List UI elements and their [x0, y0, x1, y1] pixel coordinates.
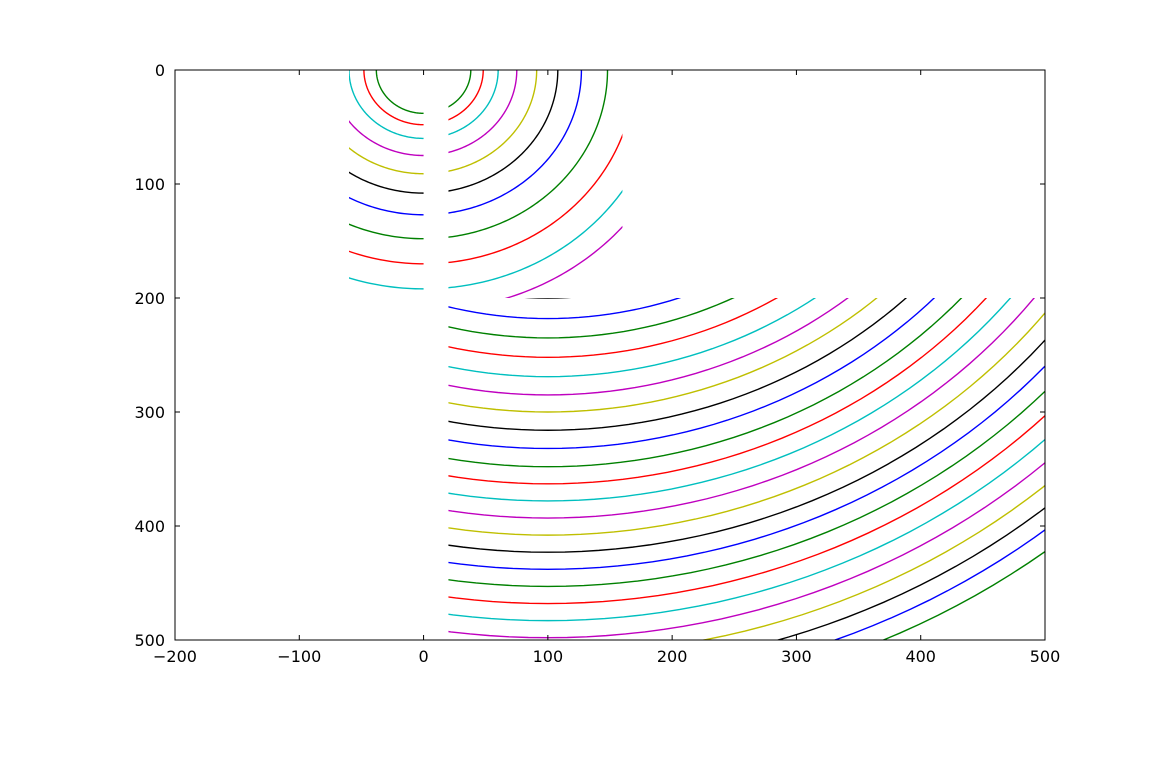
- x-tick-label: 400: [905, 647, 936, 666]
- x-tick-label: 300: [781, 647, 812, 666]
- x-tick-label: 0: [418, 647, 428, 666]
- y-tick-label: 400: [134, 517, 165, 536]
- y-tick-label: 500: [134, 631, 165, 650]
- y-tick-label: 300: [134, 403, 165, 422]
- x-tick-label: 500: [1030, 647, 1061, 666]
- chart-figure: −200−10001002003004005000100200300400500: [0, 0, 1160, 761]
- chart-svg: −200−10001002003004005000100200300400500: [0, 0, 1160, 761]
- x-tick-label: 100: [533, 647, 564, 666]
- y-tick-label: 200: [134, 289, 165, 308]
- y-tick-label: 0: [155, 61, 165, 80]
- y-tick-label: 100: [134, 175, 165, 194]
- x-tick-label: 200: [657, 647, 688, 666]
- x-tick-label: −100: [277, 647, 321, 666]
